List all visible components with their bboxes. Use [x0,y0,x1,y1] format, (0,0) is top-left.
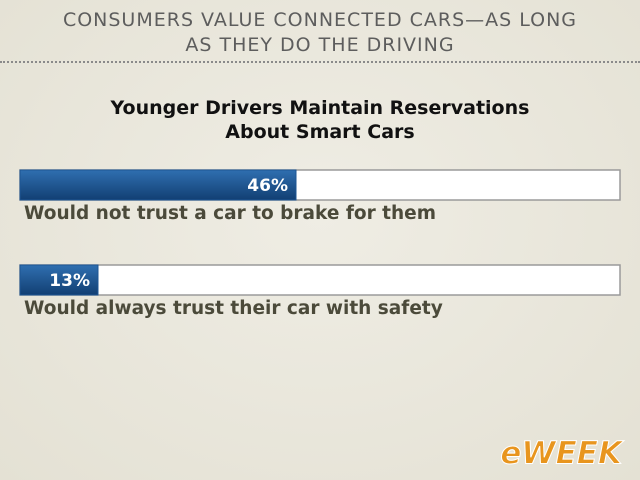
category-label: Would not trust a car to brake for them [24,203,436,224]
value-label: 13% [49,271,90,291]
value-label: 46% [247,176,288,196]
header-title: CONSUMERS VALUE CONNECTED CARS—AS LONG A… [62,9,578,56]
divider [0,61,640,63]
logo: eWEEK [500,436,624,472]
bar [19,264,99,296]
bar [19,169,297,201]
category-label: Would always trust their car with safety [24,298,443,319]
chart-subtitle: Younger Drivers Maintain Reservations Ab… [110,97,530,143]
bar-track [19,264,621,296]
